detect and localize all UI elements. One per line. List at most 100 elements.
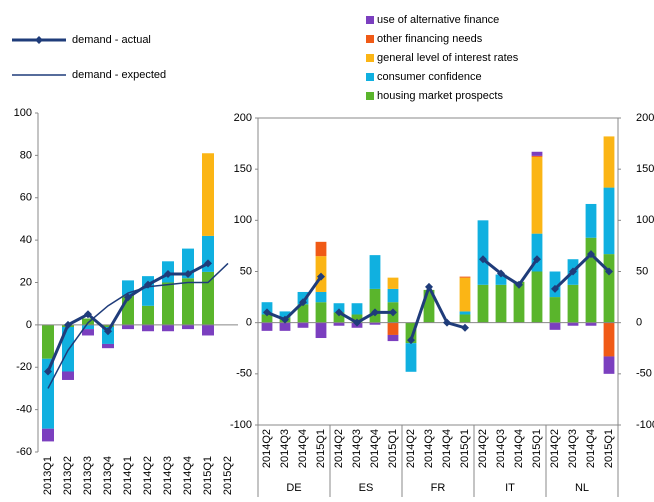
x-tick-label: 2014Q3: [495, 429, 507, 468]
y-tick-label: -20: [16, 361, 32, 373]
bar-segment: [82, 329, 94, 336]
x-tick-label: 2014Q4: [297, 429, 309, 468]
group-label: DE: [286, 482, 301, 494]
bar-segment: [279, 311, 291, 318]
group-label: ES: [359, 482, 374, 494]
legend-swatch: [366, 54, 374, 62]
x-tick-label: 2015Q1: [459, 429, 471, 468]
bar-segment: [82, 324, 94, 330]
legend-marker: [35, 36, 43, 44]
bar-segment: [549, 322, 561, 330]
bar-segment: [102, 343, 114, 349]
legend-swatch: [366, 16, 374, 24]
marker: [461, 323, 469, 332]
legend-swatch: [366, 35, 374, 43]
x-tick-label: 2013Q2: [62, 456, 74, 495]
bar-segment: [459, 277, 471, 312]
bar-segment: [315, 302, 327, 323]
bar-segment: [603, 254, 615, 323]
bar-segment: [42, 358, 54, 429]
bar-segment: [202, 153, 214, 236]
x-tick-label: 2014Q2: [405, 429, 417, 468]
marker: [64, 320, 72, 329]
bar-segment: [261, 302, 273, 315]
bar-segment: [333, 303, 345, 313]
bar-segment: [459, 311, 471, 315]
marker: [281, 315, 289, 324]
bar-segment: [495, 274, 507, 285]
legend-label: use of alternative finance: [377, 14, 499, 26]
marker: [124, 293, 132, 302]
x-tick-label: 2015Q1: [387, 429, 399, 468]
y-tick-label: -100: [230, 419, 252, 431]
line: [553, 252, 611, 290]
bar-segment: [531, 233, 543, 272]
group-label: FR: [431, 482, 446, 494]
bar-segment: [405, 322, 417, 344]
y-tick-label: -40: [16, 404, 32, 416]
bar-segment: [162, 324, 174, 332]
bar-segment: [531, 156, 543, 234]
marker: [443, 318, 451, 327]
marker: [605, 267, 613, 276]
marker: [263, 308, 271, 317]
plot-frame: [257, 117, 619, 426]
x-tick-label: 2014Q4: [369, 429, 381, 468]
group-label: IT: [505, 482, 515, 494]
bar-segment: [202, 324, 214, 336]
bar-segment: [513, 281, 525, 323]
bar-segment: [261, 314, 273, 323]
bar-segment: [585, 203, 597, 238]
bar-segment: [297, 291, 309, 305]
bar-segment: [495, 284, 507, 323]
bar-segment: [387, 277, 399, 289]
marker: [515, 280, 523, 289]
bar-segment: [369, 322, 381, 325]
line: [266, 275, 323, 322]
marker: [425, 282, 433, 291]
y2-tick-label: 0: [636, 317, 642, 329]
bar-segment: [477, 284, 489, 323]
x-tick-label: 2014Q4: [441, 429, 453, 468]
marker: [407, 336, 415, 345]
bar-segment: [279, 322, 291, 331]
marker: [104, 327, 112, 336]
bar-segment: [387, 322, 399, 335]
bar-segment: [122, 324, 134, 330]
x-tick-label: 2015Q1: [315, 429, 327, 468]
y2-tick-label: 200: [636, 112, 654, 124]
x-tick-label: 2014Q2: [477, 429, 489, 468]
x-tick-label: 2013Q1: [42, 456, 54, 495]
y-tick-label: 200: [234, 112, 252, 124]
y-tick-label: 150: [234, 163, 252, 175]
line: [482, 258, 539, 287]
bar-segment: [42, 324, 54, 359]
marker: [389, 308, 397, 317]
marker: [335, 308, 343, 317]
bar-segment: [297, 304, 309, 323]
bar-segment: [315, 322, 327, 339]
bar-segment: [387, 334, 399, 342]
bar-segment: [567, 322, 579, 326]
marker: [587, 250, 595, 259]
x-tick-label: 2014Q3: [423, 429, 435, 468]
bar-segment: [82, 318, 94, 325]
x-tick-label: 2014Q2: [142, 456, 154, 495]
y2-tick-label: 50: [636, 265, 648, 277]
marker: [371, 308, 379, 317]
bar-segment: [459, 314, 471, 323]
marker: [551, 284, 559, 293]
x-tick-label: 2014Q2: [333, 429, 345, 468]
y2-tick-label: -50: [636, 368, 652, 380]
line: [47, 262, 229, 389]
bar-segment: [142, 276, 154, 306]
bar-segment: [182, 278, 194, 325]
x-tick-label: 2014Q4: [585, 429, 597, 468]
bar-segment: [62, 371, 74, 380]
bar-segment: [102, 324, 114, 327]
bar-segment: [202, 271, 214, 325]
y-tick-label: -50: [236, 368, 252, 380]
x-tick-label: 2014Q4: [182, 456, 194, 495]
bar-segment: [549, 271, 561, 298]
y-tick-label: 100: [234, 214, 252, 226]
